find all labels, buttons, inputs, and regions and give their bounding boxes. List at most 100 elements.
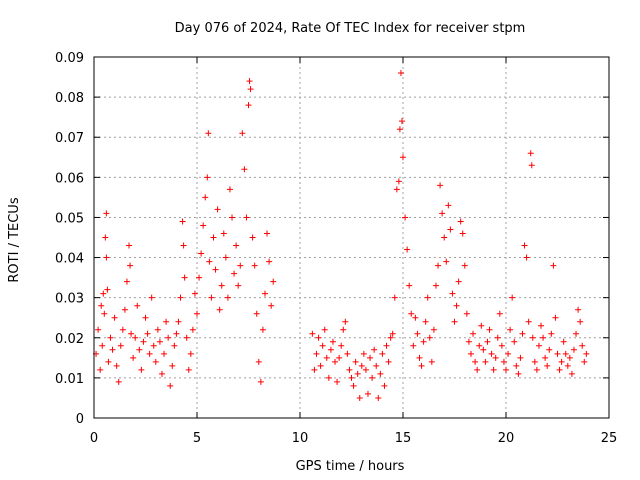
- data-points: [93, 70, 590, 401]
- data-point: [568, 370, 575, 377]
- data-point: [167, 382, 174, 389]
- data-point: [455, 278, 462, 285]
- data-point: [127, 262, 134, 269]
- data-point: [449, 290, 456, 297]
- data-point: [105, 358, 112, 365]
- data-point: [142, 314, 149, 321]
- y-tick-label: 0: [76, 412, 84, 427]
- y-axis-label: ROTI / TECUs: [7, 197, 22, 282]
- data-point: [198, 250, 205, 257]
- data-point: [437, 182, 444, 189]
- data-point: [398, 118, 405, 125]
- data-point: [214, 206, 221, 213]
- data-point: [511, 338, 518, 345]
- data-point: [233, 242, 240, 249]
- data-point: [177, 294, 184, 301]
- data-point: [546, 346, 553, 353]
- data-point: [243, 214, 250, 221]
- data-point: [132, 334, 139, 341]
- data-point: [354, 370, 361, 377]
- data-point: [445, 202, 452, 209]
- data-point: [111, 314, 118, 321]
- data-point: [181, 274, 188, 281]
- data-point: [544, 362, 551, 369]
- data-point: [441, 234, 448, 241]
- data-point: [247, 86, 254, 93]
- data-point: [100, 290, 107, 297]
- data-point: [515, 370, 522, 377]
- axis-ticks: [93, 56, 610, 419]
- data-point: [187, 350, 194, 357]
- data-point: [196, 274, 203, 281]
- data-point: [101, 310, 108, 317]
- data-point: [476, 342, 483, 349]
- data-point: [241, 166, 248, 173]
- data-point: [367, 354, 374, 361]
- data-point: [396, 126, 403, 133]
- data-point: [150, 342, 157, 349]
- data-point: [579, 342, 586, 349]
- data-point: [257, 378, 264, 385]
- x-tick-label: 25: [601, 431, 618, 446]
- data-point: [527, 150, 534, 157]
- data-point: [154, 326, 161, 333]
- x-axis-label: GPS time / hours: [296, 459, 405, 474]
- data-point: [126, 242, 133, 249]
- data-point: [528, 162, 535, 169]
- data-point: [206, 258, 213, 265]
- data-point: [554, 350, 561, 357]
- data-point: [352, 358, 359, 365]
- data-point: [461, 262, 468, 269]
- data-point: [325, 374, 332, 381]
- data-point: [231, 270, 238, 277]
- y-tick-label: 0.01: [55, 372, 84, 387]
- x-tick-label: 20: [498, 431, 515, 446]
- data-point: [136, 346, 143, 353]
- data-point: [447, 226, 454, 233]
- data-point: [356, 394, 363, 401]
- plot-frame: [93, 56, 610, 419]
- data-point: [323, 354, 330, 361]
- data-point: [239, 130, 246, 137]
- data-point: [346, 366, 353, 373]
- data-point: [336, 354, 343, 361]
- data-point: [480, 346, 487, 353]
- data-point: [492, 354, 499, 361]
- data-point: [507, 326, 514, 333]
- data-point: [490, 366, 497, 373]
- data-point: [482, 358, 489, 365]
- data-point: [194, 310, 200, 317]
- data-point: [249, 234, 256, 241]
- data-point: [146, 350, 153, 357]
- data-point: [509, 294, 516, 301]
- x-tick-label: 5: [193, 431, 201, 446]
- data-point: [117, 342, 124, 349]
- data-point: [474, 366, 481, 373]
- data-point: [212, 266, 219, 273]
- data-point: [202, 194, 209, 201]
- data-point: [420, 338, 427, 345]
- data-point: [426, 334, 433, 341]
- data-point: [95, 326, 102, 333]
- data-point: [245, 102, 252, 109]
- data-point: [470, 330, 477, 337]
- data-point: [216, 306, 223, 313]
- data-point: [525, 318, 532, 325]
- data-point: [165, 334, 172, 341]
- data-point: [424, 294, 431, 301]
- data-point: [148, 294, 155, 301]
- y-tick-label: 0.07: [55, 131, 84, 146]
- data-point: [533, 366, 540, 373]
- data-point: [171, 342, 178, 349]
- data-point: [175, 318, 182, 325]
- data-point: [523, 254, 530, 261]
- data-point: [98, 302, 105, 309]
- chart-title: Day 076 of 2024, Rate Of TEC Index for r…: [175, 21, 526, 36]
- data-point: [393, 186, 400, 193]
- data-point: [414, 330, 421, 337]
- data-point: [583, 350, 590, 357]
- data-point: [531, 358, 538, 365]
- data-point: [156, 338, 163, 345]
- data-point: [383, 342, 390, 349]
- data-point: [338, 342, 345, 349]
